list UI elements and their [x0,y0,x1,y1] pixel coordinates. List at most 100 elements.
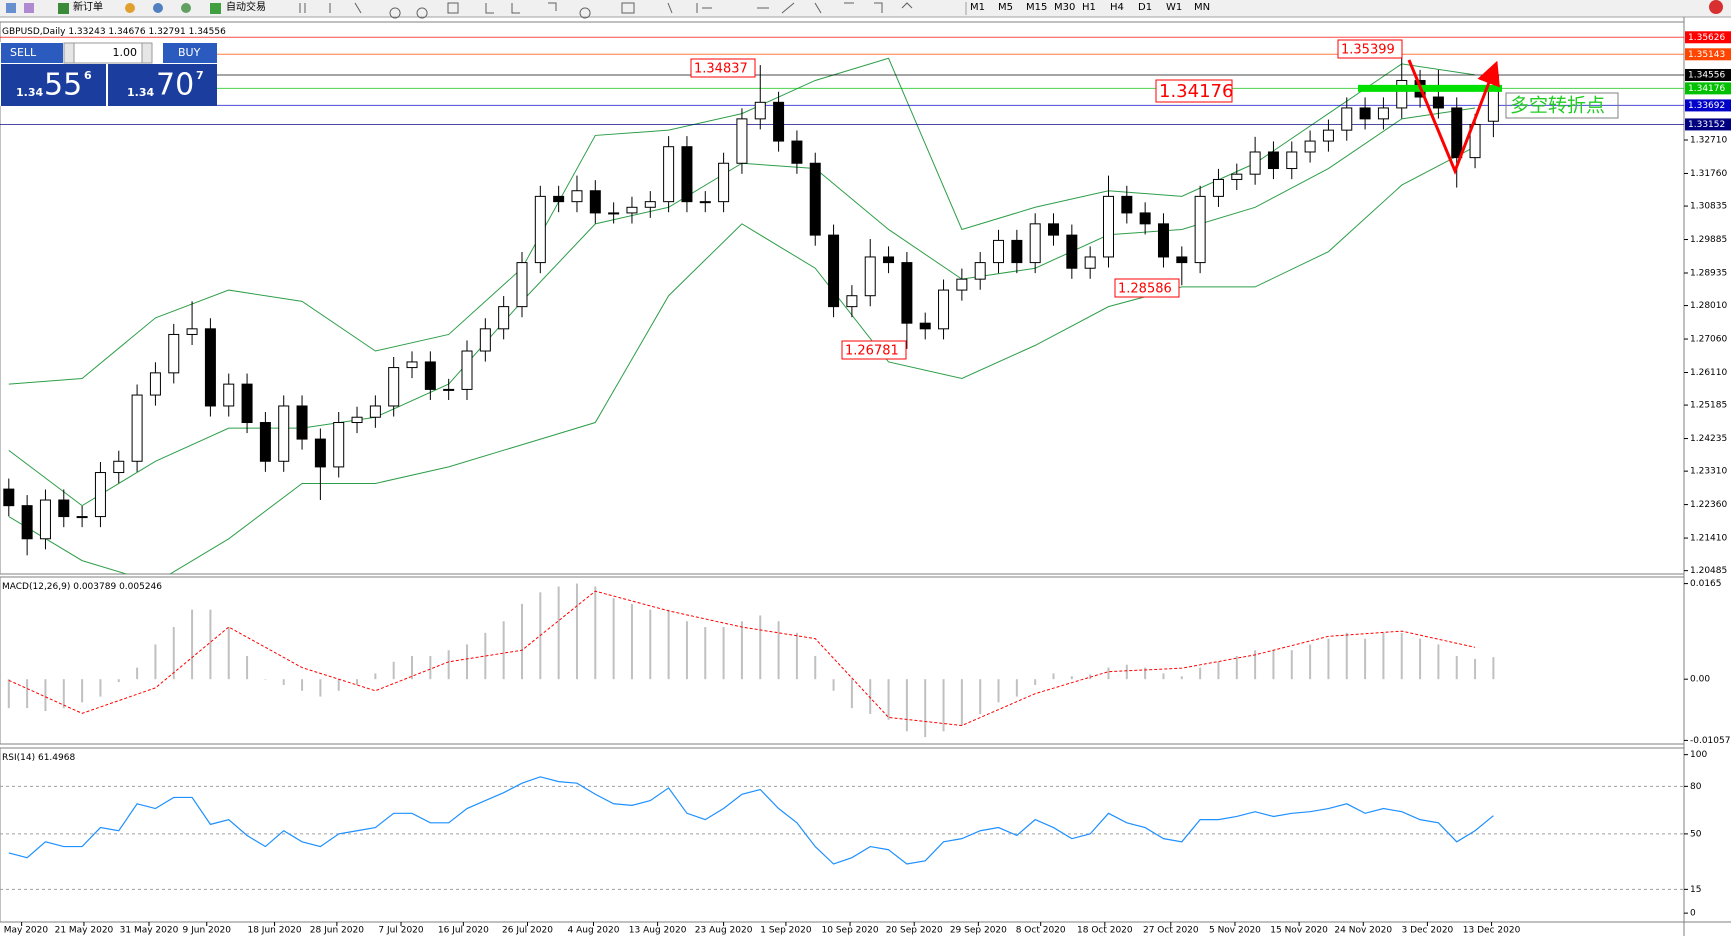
y-tick-label: 1.30835 [1690,202,1727,212]
lots-value[interactable]: 1.00 [113,46,138,59]
macd-bar [1492,657,1495,680]
candle-body [516,262,528,308]
y-tick-label: 1.28010 [1690,301,1727,311]
candle-body [479,328,491,352]
notification[interactable] [1709,0,1723,14]
x-tick-label: 4 Aug 2020 [568,926,620,936]
macd-bar [685,621,688,680]
x-tick-label: 7 Jul 2020 [378,926,423,936]
y-tick-label: 1.31760 [1690,169,1727,179]
macd-bar [1107,667,1110,680]
candle-body [553,195,565,203]
macd-bar [1180,676,1183,680]
macd-bar [44,679,47,712]
sell-button[interactable] [1,43,63,63]
price-annotation-box [690,58,756,78]
timeframe[interactable]: W1 [1166,2,1182,13]
icon[interactable] [24,3,34,13]
candle-body [424,361,436,390]
y-tick-label: 1.23310 [1690,467,1727,477]
new-order[interactable]: 新订单 [73,0,103,13]
macd-bar [1382,632,1385,680]
icon[interactable] [153,3,163,13]
lots-up[interactable] [141,42,153,64]
macd-bar [246,656,249,680]
candle-body [1396,79,1408,109]
x-tick-label: 13 Aug 2020 [629,926,687,936]
macd-bar [26,679,29,709]
candle-body [21,505,33,540]
candle-body [296,405,308,440]
timeframe[interactable]: H1 [1082,2,1096,13]
order-panel: SELL 1.00 BUY 1.34 55 6 1.34 70 7 [0,42,217,106]
macd-bar [191,609,194,680]
macd-bar [850,679,853,709]
macd-bar [209,609,212,680]
y-tick-label: 15 [1690,885,1701,895]
candle-body [1359,107,1371,120]
buy-label[interactable]: BUY [178,46,201,59]
toolbar-tools [299,2,913,19]
timeframe[interactable]: M5 [998,2,1013,13]
macd-bar [117,679,120,683]
x-tick-label: 16 Jul 2020 [438,926,489,936]
macd-chart [7,583,1495,738]
timeframe[interactable]: M30 [1054,2,1075,13]
chart-area: 1.356261.351431.345561.341761.336921.331… [0,17,1731,936]
ask-point: 7 [196,69,204,82]
candle-body [938,289,950,330]
x-tick-label: 3 Dec 2020 [1402,926,1454,936]
auto-trading[interactable]: 自动交易 [226,0,266,13]
x-tick-label: 29 Sep 2020 [950,926,1007,936]
x-tick-label: 5 Nov 2020 [1209,926,1261,936]
sell-label[interactable]: SELL [10,46,37,59]
price-level-label: 1.33692 [1688,101,1725,111]
timeframe[interactable]: H4 [1110,2,1124,13]
price-chart [0,36,1684,574]
ask-box[interactable] [108,64,217,106]
macd-bar [649,609,652,680]
candle-body [644,201,656,208]
macd-bar [612,598,615,680]
title: RSI(14) [2,753,35,763]
candle-body [1377,107,1389,120]
bid-box[interactable] [1,64,106,106]
timeframe[interactable]: MN [1194,2,1210,13]
macd-bar [1309,644,1312,680]
reversal-arrow [1407,59,1500,176]
macd-bar [869,679,872,714]
price-annotation-box [1337,39,1403,59]
new-order-icon[interactable] [58,3,69,14]
macd-bar [337,679,340,691]
candle-body [626,206,638,214]
candle-body [3,488,15,507]
candle-body [828,234,840,308]
y-tick-label: 1.28935 [1690,268,1727,278]
buy-button[interactable] [163,43,217,63]
icon[interactable] [6,3,16,13]
candle-body [1121,195,1133,214]
x-tick-label: 10 Sep 2020 [822,926,879,936]
lots-down[interactable] [63,42,75,64]
candle-body [846,295,858,308]
macd-bar [392,661,395,680]
timeframe[interactable]: M1 [970,2,985,13]
candle-body [388,367,400,407]
macd-bar [1345,632,1348,680]
candle-body [1469,124,1481,159]
header-value: 0.005246 [119,582,162,592]
auto-trading-icon[interactable] [210,3,221,14]
candle-body [1286,151,1298,170]
timeframe[interactable]: M15 [1026,2,1047,13]
rsi-line [8,776,1494,865]
x-tick-label: 9 Jun 2020 [183,926,232,936]
timeframe[interactable]: D1 [1138,2,1152,13]
macd-bar [1290,650,1293,680]
candle-body [333,422,345,468]
macd-bar [887,679,890,720]
icon[interactable] [181,3,191,13]
candle-body [901,262,913,324]
icon[interactable] [125,3,135,13]
y-tick-label: 80 [1690,782,1702,792]
